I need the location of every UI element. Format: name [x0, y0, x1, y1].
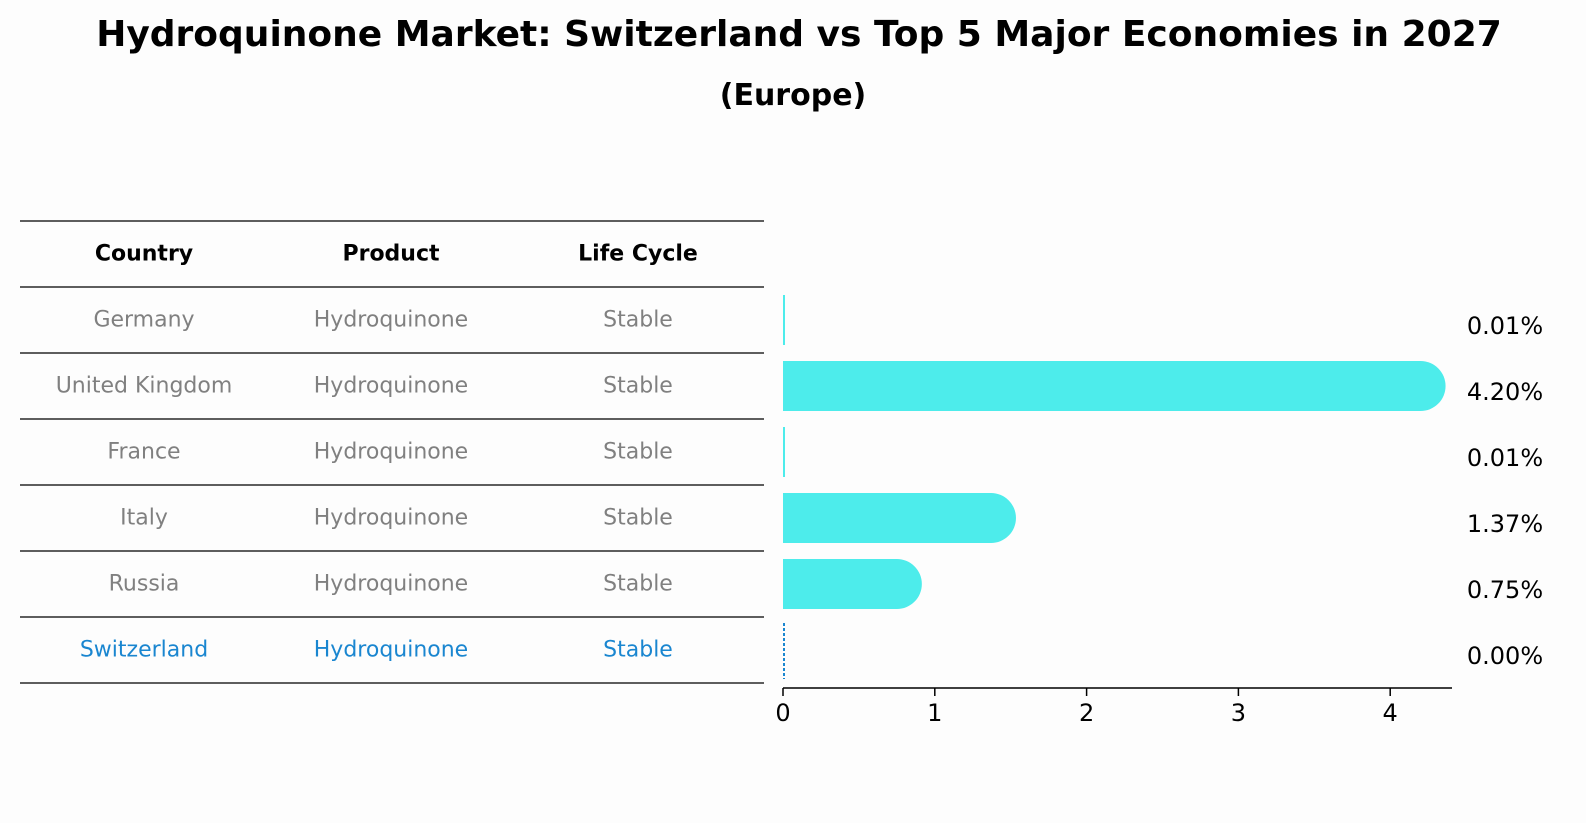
- chart-title: Hydroquinone Market: Switzerland vs Top …: [96, 14, 1502, 55]
- bar-value-label: 0.00%: [1467, 642, 1543, 670]
- bar-italy: [783, 493, 1016, 543]
- table-cell-product: Hydroquinone: [314, 308, 468, 333]
- bar-value-label: 4.20%: [1467, 378, 1543, 406]
- table-cell-product: Hydroquinone: [314, 374, 468, 399]
- bar-plot: 0.01% 4.20% 0.01% 1.37% 0.75% 0.00%: [783, 295, 1543, 679]
- table-cell-life-cycle: Stable: [603, 308, 673, 333]
- table-cell-life-cycle: Stable: [603, 440, 673, 465]
- table-header-country: Country: [95, 242, 193, 267]
- chart-subtitle: (Europe): [719, 78, 867, 113]
- bar-united-kingdom: [783, 361, 1446, 411]
- bar-russia: [783, 559, 922, 609]
- bar-value-label: 1.37%: [1467, 510, 1543, 538]
- x-tick-label: 0: [775, 699, 790, 727]
- x-tick-label: 3: [1231, 699, 1246, 727]
- bar-value-label: 0.75%: [1467, 576, 1543, 604]
- table-cell-product: Hydroquinone: [314, 440, 468, 465]
- bar-germany: [783, 295, 785, 345]
- table-cell-country: Italy: [120, 506, 168, 531]
- table-cell-product: Hydroquinone: [314, 506, 468, 531]
- table-cell-product: Hydroquinone: [314, 638, 468, 663]
- table-header-product: Product: [342, 242, 440, 267]
- table-cell-life-cycle: Stable: [603, 506, 673, 531]
- x-tick-label: 1: [927, 699, 942, 727]
- x-tick-label: 2: [1079, 699, 1094, 727]
- bar-france: [783, 427, 785, 477]
- table-cell-country: Germany: [93, 308, 194, 333]
- table-header-life-cycle: Life Cycle: [578, 242, 698, 267]
- data-table: Country Product Life Cycle Germany Hydroquin…: [20, 220, 764, 684]
- table-cell-product: Hydroquinone: [314, 572, 468, 597]
- table-cell-country: France: [107, 440, 180, 465]
- x-axis: 0 1 2 3 4: [775, 687, 1452, 727]
- x-tick-label: 4: [1383, 699, 1398, 727]
- table-cell-life-cycle: Stable: [603, 572, 673, 597]
- table-cell-country: Switzerland: [80, 638, 208, 663]
- table-cell-country: United Kingdom: [56, 374, 233, 399]
- bar-value-label: 0.01%: [1467, 312, 1543, 340]
- table-cell-country: Russia: [109, 572, 180, 597]
- table-cell-life-cycle: Stable: [603, 638, 673, 663]
- table-cell-life-cycle: Stable: [603, 374, 673, 399]
- bar-value-label: 0.01%: [1467, 444, 1543, 472]
